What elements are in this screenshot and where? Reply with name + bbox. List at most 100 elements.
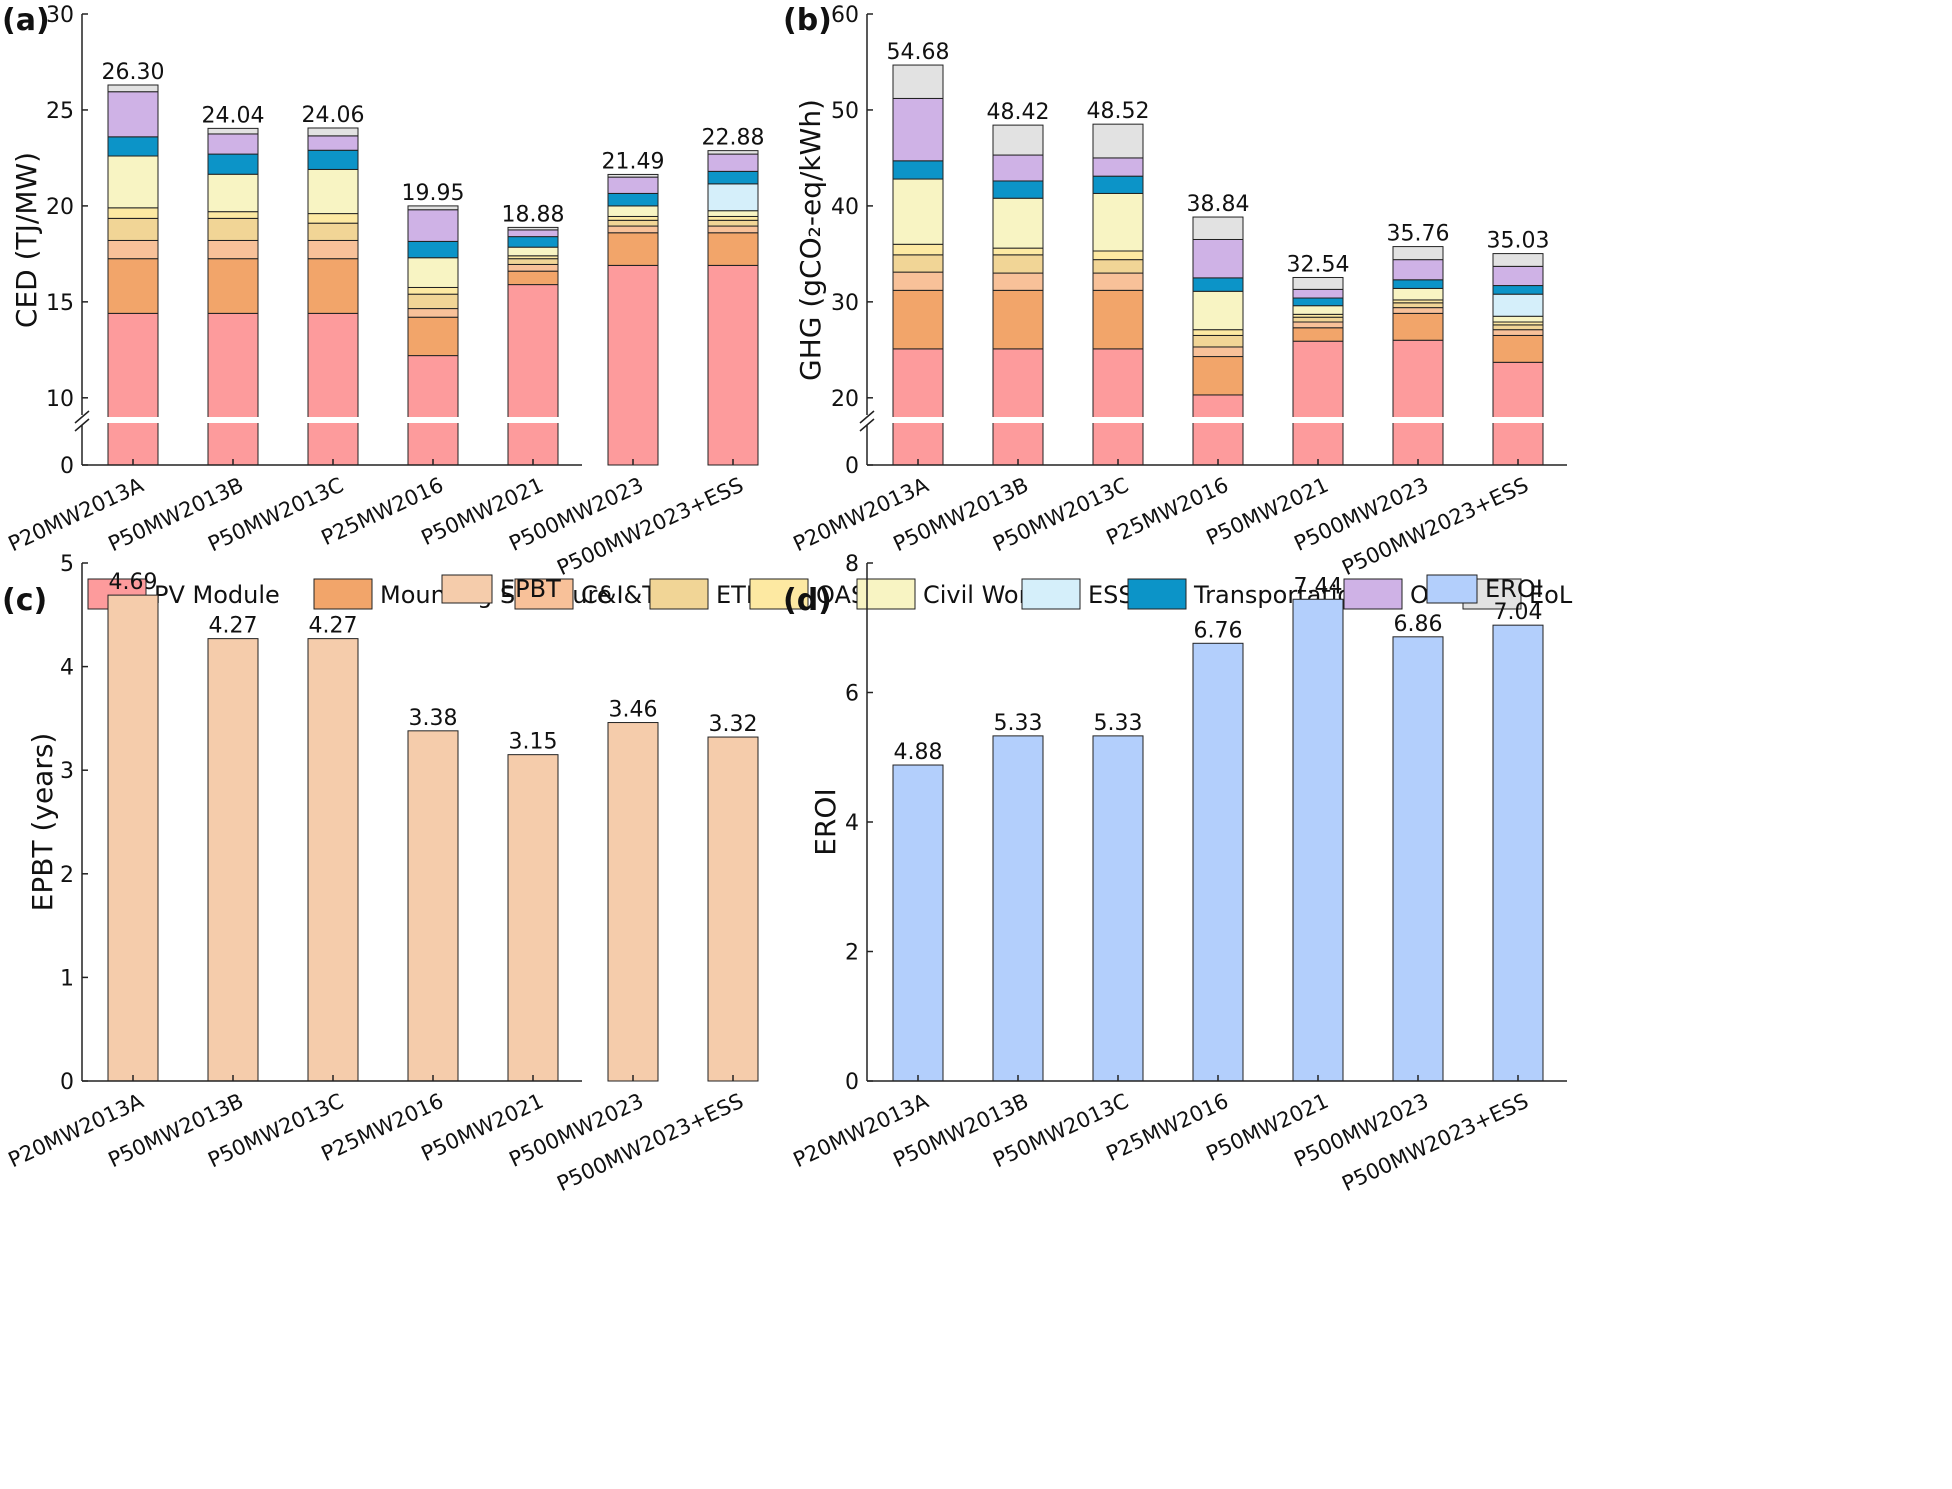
bar-value-label: 6.86	[1394, 612, 1443, 637]
bar-segment-transportation	[892, 160, 944, 180]
bar-segment-mounting-structure	[1192, 356, 1244, 396]
y-axis-title: GHG (gCO₂-eq/kWh)	[794, 99, 827, 381]
bar-segment-transportation	[307, 149, 359, 170]
panel-label: (c)	[2, 583, 47, 618]
bar-segment-civil-works	[1392, 287, 1444, 301]
bar-segment-o-m	[607, 176, 659, 194]
bar-segment-civil-works	[207, 173, 259, 213]
bar-segment-transportation	[1292, 297, 1344, 307]
panel-a-stacked-ced-chart: 26.30P20MW2013A24.04P50MW2013B24.06P50MW…	[2, 3, 764, 580]
bar-segment-eol	[1492, 253, 1544, 267]
bar-segment-mounting-structure	[892, 289, 944, 350]
y-tick-label: 30	[46, 3, 74, 28]
bar-segment-pv-module	[107, 312, 159, 466]
bar-segment-pv-module	[1492, 361, 1544, 466]
y-axis-title: EPBT (years)	[26, 733, 59, 912]
bar-segment-c-i-t	[1392, 307, 1444, 314]
bar-total-label: 18.88	[502, 202, 565, 227]
bar-segment-o-m	[892, 97, 944, 162]
bar-value-label: 6.76	[1194, 618, 1243, 643]
bar-segment-c-i-t	[1092, 272, 1144, 291]
bar-segment-ess	[1492, 293, 1544, 317]
bar-segment-civil-works	[707, 210, 759, 217]
bar-value-label: 4.88	[894, 740, 943, 765]
bar-segment-civil-works	[1492, 315, 1544, 323]
legend-label: EROI	[1485, 575, 1543, 603]
bar-value-label: 3.38	[409, 706, 458, 731]
bar-segment-pv-module	[407, 355, 459, 466]
bar-segment-transportation	[407, 240, 459, 259]
y-axis-title: EROI	[809, 788, 842, 855]
bar-segment-etl	[507, 258, 559, 265]
bar-segment-eol	[1392, 246, 1444, 261]
bar-segment-pv-module	[207, 312, 259, 466]
y-tick-label: 25	[46, 99, 74, 124]
bar	[1392, 636, 1444, 1082]
bar-segment-oas	[1092, 250, 1144, 261]
bar	[407, 730, 459, 1082]
bar-segment-oas	[107, 207, 159, 219]
bar-segment-eol	[507, 226, 559, 231]
bar-segment-etl	[107, 217, 159, 241]
bar-segment-civil-works	[507, 246, 559, 257]
bar-segment-eol	[892, 64, 944, 99]
bar-segment-transportation	[507, 236, 559, 248]
legend-swatch	[441, 574, 493, 604]
bar-value-label: 5.33	[1094, 711, 1143, 736]
bar-total-label: 19.95	[402, 181, 465, 206]
bar-segment-pv-module	[607, 264, 659, 466]
axis-break-gap	[847, 417, 1567, 423]
bar-segment-c-i-t	[1292, 321, 1344, 329]
bar-segment-transportation	[107, 136, 159, 157]
bar-segment-transportation	[992, 180, 1044, 199]
y-tick-label: 0	[845, 454, 859, 479]
bar	[1192, 642, 1244, 1082]
bar	[307, 638, 359, 1082]
bar	[507, 754, 559, 1082]
legend-swatch	[514, 578, 574, 610]
bar-value-label: 3.46	[609, 698, 658, 723]
bar-segment-eol	[207, 127, 259, 135]
bar-segment-eol	[307, 127, 359, 137]
axis-break-gap	[62, 417, 582, 423]
bar-value-label: 3.32	[709, 712, 758, 737]
bar-segment-c-i-t	[992, 272, 1044, 291]
bar-segment-o-m	[507, 229, 559, 238]
bar	[707, 736, 759, 1082]
bar-segment-o-m	[307, 135, 359, 151]
bar-segment-c-i-t	[1192, 346, 1244, 358]
panel-d-eroi-chart: 4.88P20MW2013A5.33P50MW2013B5.33P50MW201…	[783, 552, 1567, 1196]
legend-swatch	[749, 578, 809, 610]
bar-segment-oas	[892, 243, 944, 256]
bar-segment-pv-module	[1092, 348, 1144, 466]
bar-segment-etl	[1292, 316, 1344, 323]
legend-swatch	[313, 578, 373, 610]
bar-segment-mounting-structure	[1492, 334, 1544, 363]
bar-segment-c-i-t	[507, 263, 559, 272]
bar-segment-oas	[1192, 329, 1244, 336]
bar-segment-mounting-structure	[607, 232, 659, 266]
bar-total-label: 35.03	[1487, 229, 1550, 254]
bar-total-label: 21.49	[602, 149, 665, 174]
y-tick-label: 0	[845, 1070, 859, 1095]
category-label: P500MW2023+ESS	[553, 1089, 747, 1196]
y-tick-label: 50	[831, 99, 859, 124]
bar-value-label: 4.27	[309, 614, 358, 639]
bar-segment-eol	[1192, 216, 1244, 240]
bar-segment-etl	[207, 217, 259, 241]
bar-total-label: 48.52	[1087, 99, 1150, 124]
bar-segment-oas	[607, 215, 659, 221]
bar-segment-transportation	[607, 192, 659, 207]
y-axis-title: CED (TJ/MW)	[10, 152, 43, 328]
bar-segment-civil-works	[1192, 290, 1244, 331]
bar	[1092, 735, 1144, 1082]
bar-segment-etl	[607, 219, 659, 227]
y-tick-label: 30	[831, 291, 859, 316]
bar-total-label: 48.42	[987, 100, 1050, 125]
bar-segment-o-m	[107, 91, 159, 138]
panel-c-epbt-chart: 4.69P20MW2013A4.27P50MW2013B4.27P50MW201…	[2, 552, 759, 1196]
bar-total-label: 26.30	[102, 60, 165, 85]
category-label: P500MW2023+ESS	[1338, 473, 1532, 580]
legend-swatch	[1343, 578, 1403, 610]
